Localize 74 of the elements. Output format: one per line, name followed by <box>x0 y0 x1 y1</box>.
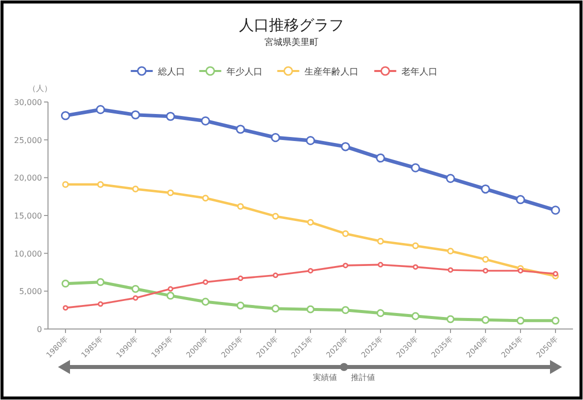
point <box>132 295 138 301</box>
legend-label: 生産年齢人口 <box>304 66 358 78</box>
point <box>236 124 246 134</box>
point <box>410 163 420 172</box>
chart-subtitle: 宮城県美里町 <box>264 37 318 48</box>
point <box>342 306 350 314</box>
point <box>167 189 174 196</box>
point <box>132 186 139 192</box>
y-tick-label: 10,000 <box>14 249 42 258</box>
point <box>238 276 244 282</box>
point <box>516 316 524 325</box>
y-axis-title: （人） <box>28 84 52 93</box>
point <box>412 242 419 250</box>
point <box>202 279 208 285</box>
point <box>166 292 174 300</box>
point <box>306 305 314 314</box>
y-tick-label: 15,000 <box>14 212 42 220</box>
point <box>518 268 524 274</box>
point <box>480 184 490 194</box>
legend-label: 老年人口 <box>401 66 438 78</box>
point <box>98 301 104 307</box>
point <box>166 112 176 121</box>
point <box>342 262 348 268</box>
point <box>447 248 454 254</box>
text: 推計値 <box>351 373 375 382</box>
point <box>448 267 454 273</box>
y-tick-label: 5,000 <box>19 287 42 296</box>
point <box>552 316 560 325</box>
y-tick-label: 25,000 <box>14 136 42 145</box>
point <box>202 298 210 306</box>
y-tick-label: 20,000 <box>14 174 42 183</box>
point <box>132 284 140 293</box>
point <box>308 268 314 274</box>
point <box>482 268 488 274</box>
point <box>482 256 489 263</box>
point <box>62 181 69 188</box>
point <box>376 153 386 163</box>
point <box>270 133 280 142</box>
point <box>516 195 526 204</box>
point <box>97 181 104 188</box>
point <box>550 206 560 215</box>
point <box>377 238 384 245</box>
point <box>60 111 70 120</box>
point <box>342 230 349 238</box>
point <box>552 271 558 277</box>
legend-label: 年少人口 <box>226 66 262 78</box>
point <box>96 278 104 286</box>
point <box>412 264 418 270</box>
point <box>272 272 278 278</box>
point <box>378 262 384 268</box>
point <box>307 218 314 226</box>
point <box>130 110 140 120</box>
point <box>62 305 68 311</box>
point <box>412 312 420 320</box>
legend-label: 総人口 <box>156 66 185 78</box>
point <box>202 194 209 202</box>
text: 実績値 <box>313 373 337 382</box>
point <box>168 286 174 292</box>
y-tick-label: 0 <box>36 325 42 334</box>
point <box>272 304 280 313</box>
point <box>306 136 316 146</box>
chart-title: 人口推移グラフ <box>239 16 344 34</box>
point <box>236 302 244 310</box>
point <box>446 315 454 324</box>
point <box>237 203 244 210</box>
point <box>340 142 350 152</box>
point <box>272 212 279 220</box>
point <box>96 105 106 114</box>
point <box>446 174 456 183</box>
y-tick-label: 30,000 <box>14 98 42 107</box>
point <box>200 116 210 126</box>
point <box>482 316 490 324</box>
point <box>376 309 384 318</box>
point <box>62 280 70 288</box>
